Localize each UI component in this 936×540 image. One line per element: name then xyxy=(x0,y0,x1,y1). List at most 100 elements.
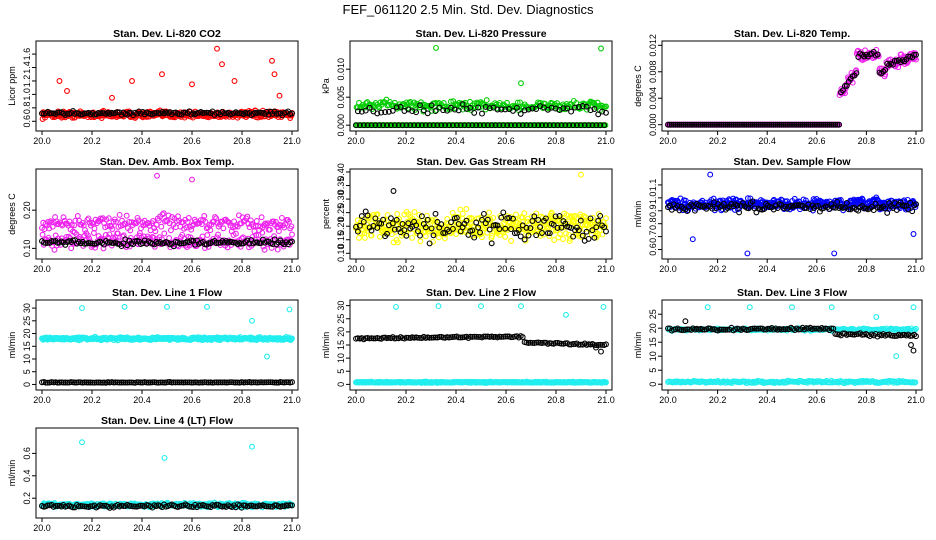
data-point xyxy=(51,246,58,253)
data-point xyxy=(201,109,208,116)
data-point xyxy=(167,227,174,234)
outlier-point xyxy=(286,306,293,313)
outlier-point xyxy=(79,305,85,312)
data-point xyxy=(572,104,578,111)
x-tick-label: 21.0 xyxy=(907,264,925,274)
x-tick-label: 20.6 xyxy=(497,136,515,146)
data-point xyxy=(382,109,389,116)
data-point xyxy=(515,122,522,129)
data-point xyxy=(463,206,470,212)
series-1 xyxy=(665,171,919,257)
series-2 xyxy=(353,333,609,355)
plot-frame xyxy=(349,40,613,132)
data-point xyxy=(579,103,586,109)
data-point xyxy=(440,100,447,106)
y-tick-label: 1.1 xyxy=(648,179,658,192)
data-point xyxy=(289,110,295,117)
data-point xyxy=(832,121,839,128)
data-point xyxy=(809,121,816,128)
panel-title: Stan. Dev. Li-820 Pressure xyxy=(415,28,546,40)
data-point xyxy=(399,122,406,129)
outlier-point xyxy=(578,171,584,178)
data-point xyxy=(500,209,507,216)
y-tick-label: 0.40 xyxy=(336,163,346,181)
data-point xyxy=(161,230,168,237)
x-tick-label: 20.2 xyxy=(709,264,727,274)
x-tick-label: 20.0 xyxy=(659,136,677,146)
series-2 xyxy=(353,101,609,129)
data-point xyxy=(84,232,91,239)
data-point xyxy=(471,109,478,116)
data-point xyxy=(440,107,447,114)
data-point xyxy=(486,209,493,216)
data-point xyxy=(220,225,227,232)
data-point xyxy=(599,108,606,115)
x-tick-label: 20.0 xyxy=(347,395,365,405)
data-point xyxy=(564,105,571,112)
y-tick-label: 1.4 xyxy=(22,61,32,74)
outlier-point xyxy=(518,303,524,310)
data-point xyxy=(459,101,466,108)
x-tick-label: 20.4 xyxy=(758,264,776,274)
data-point xyxy=(709,121,716,128)
x-tick-label: 20.0 xyxy=(347,264,365,274)
data-point xyxy=(562,122,569,129)
data-point xyxy=(575,104,582,110)
outlier-point xyxy=(435,303,442,310)
data-point xyxy=(368,122,375,129)
data-point xyxy=(394,211,401,217)
data-point xyxy=(525,106,532,113)
data-point xyxy=(395,122,402,129)
x-tick-label: 20.6 xyxy=(183,136,201,146)
outlier-point xyxy=(276,92,283,99)
data-point xyxy=(853,70,860,77)
data-point xyxy=(387,215,394,222)
data-point xyxy=(432,108,439,115)
panel-3: Stan. Dev. Li-820 Temp.20.0 20.2 20.4 20.6 2… xyxy=(633,28,925,146)
data-point xyxy=(690,121,696,128)
y-tick-label: 0.6 xyxy=(22,115,32,128)
x-tick-label: 20.0 xyxy=(659,264,677,274)
data-point xyxy=(830,121,837,128)
data-point xyxy=(505,104,512,111)
data-point xyxy=(496,122,503,129)
data-point xyxy=(158,223,165,230)
data-point xyxy=(361,234,368,241)
data-point xyxy=(453,231,460,237)
x-tick-label: 20.6 xyxy=(497,264,515,274)
data-point xyxy=(114,109,121,116)
data-point xyxy=(797,121,804,128)
x-tick-label: 21.0 xyxy=(283,136,301,146)
data-point xyxy=(511,122,518,129)
data-point xyxy=(595,111,602,118)
data-point xyxy=(841,83,848,89)
outlier-point xyxy=(563,311,569,318)
data-point xyxy=(434,122,441,129)
y-tick-label: 0 xyxy=(336,382,346,387)
x-tick-label: 20.6 xyxy=(497,395,515,405)
x-tick-label: 20.8 xyxy=(858,136,876,146)
data-point xyxy=(593,122,600,129)
data-point xyxy=(676,121,683,128)
x-tick-label: 20.4 xyxy=(758,136,776,146)
data-point xyxy=(502,233,509,240)
data-point xyxy=(521,107,528,114)
data-point xyxy=(504,122,511,129)
outlier-point xyxy=(393,303,399,310)
x-tick-label: 20.8 xyxy=(547,136,565,146)
data-point xyxy=(407,122,414,129)
data-point xyxy=(786,121,793,128)
data-point xyxy=(678,121,685,128)
data-point xyxy=(411,122,418,129)
data-point xyxy=(560,105,567,112)
data-point xyxy=(500,122,507,129)
outlier-point xyxy=(831,250,838,257)
x-tick-label: 20.2 xyxy=(397,136,415,146)
y-tick-label: 0.9 xyxy=(648,205,658,218)
data-point xyxy=(531,122,538,129)
data-point xyxy=(529,105,536,112)
data-point xyxy=(453,122,460,129)
data-point xyxy=(753,121,760,128)
